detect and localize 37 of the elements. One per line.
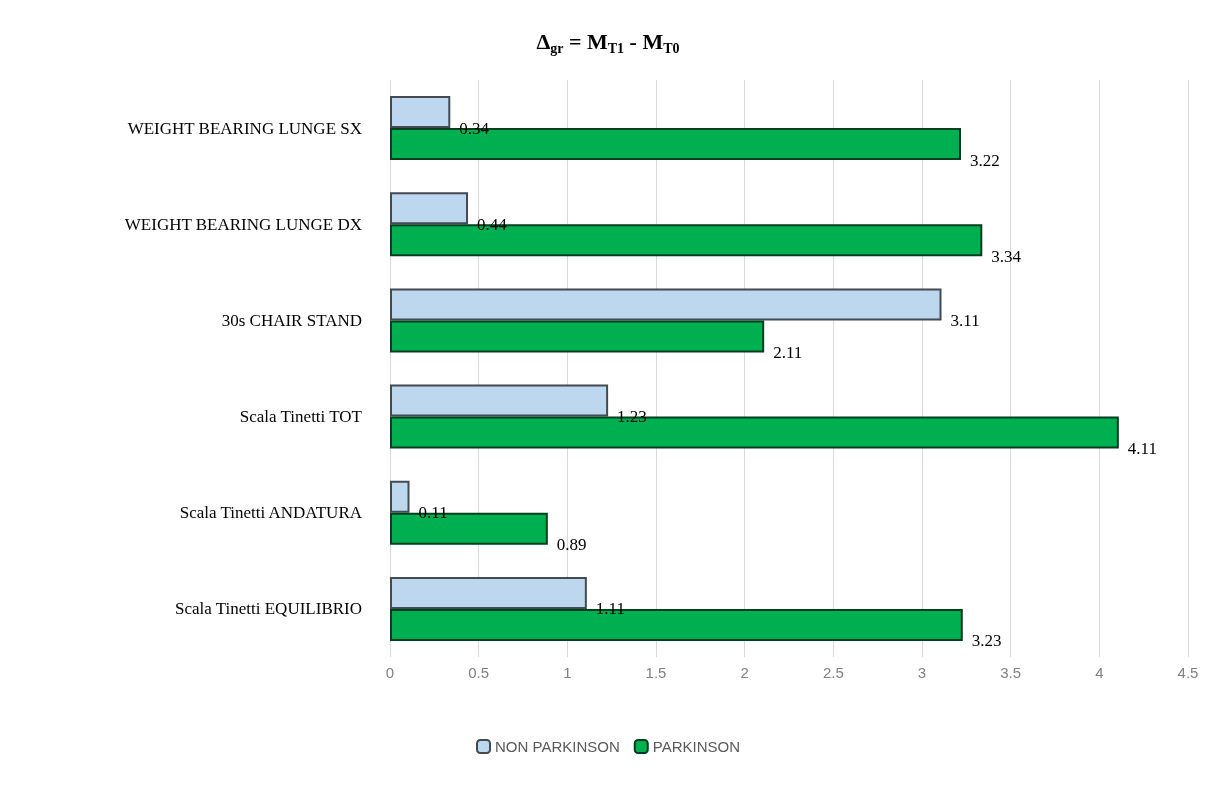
x-tick-label: 2 (740, 664, 749, 681)
data-label: 0.34 (459, 118, 490, 138)
data-label: 2.11 (773, 342, 803, 362)
bar (390, 96, 451, 129)
data-label: 3.23 (971, 631, 1002, 651)
data-label: 3.11 (950, 310, 980, 330)
data-label: 0.11 (418, 503, 448, 523)
data-label: 0.44 (477, 214, 508, 234)
y-tick-label: 30s CHAIR STAND (221, 310, 362, 330)
bar (390, 192, 469, 225)
bar (390, 576, 587, 609)
data-label: 4.11 (1127, 439, 1157, 459)
x-tick-label: 3 (917, 664, 927, 681)
x-tick-label: 3.5 (1000, 664, 1022, 681)
legend-label: NON PARKINSON (495, 738, 620, 755)
bar (390, 384, 609, 417)
y-tick-label: Scala Tinetti TOT (239, 407, 363, 427)
data-label: 3.22 (970, 150, 1000, 170)
x-tick-label: 4 (1095, 664, 1104, 681)
data-label: 1.23 (617, 407, 647, 427)
y-tick-label: Scala Tinetti ANDATURA (179, 503, 363, 523)
bar (390, 320, 765, 353)
data-label: 1.11 (595, 599, 625, 619)
legend-label: PARKINSON (652, 738, 740, 755)
x-tick-label: 0 (385, 664, 395, 681)
bar (390, 480, 410, 513)
data-label: 0.89 (556, 535, 587, 555)
x-tick-label: 1.5 (645, 664, 667, 681)
x-tick-label: 0.5 (468, 664, 490, 681)
y-tick-label: WEIGHT BEARING LUNGE DX (124, 214, 362, 234)
y-tick-label: Scala Tinetti EQUILIBRIO (175, 599, 362, 619)
x-tick-label: 1 (563, 664, 572, 681)
x-tick-label: 4.5 (1177, 664, 1199, 681)
x-tick-label: 2.5 (822, 664, 844, 681)
y-tick-label: WEIGHT BEARING LUNGE SX (127, 118, 362, 138)
data-label: 3.34 (991, 246, 1022, 266)
bar (390, 288, 942, 321)
